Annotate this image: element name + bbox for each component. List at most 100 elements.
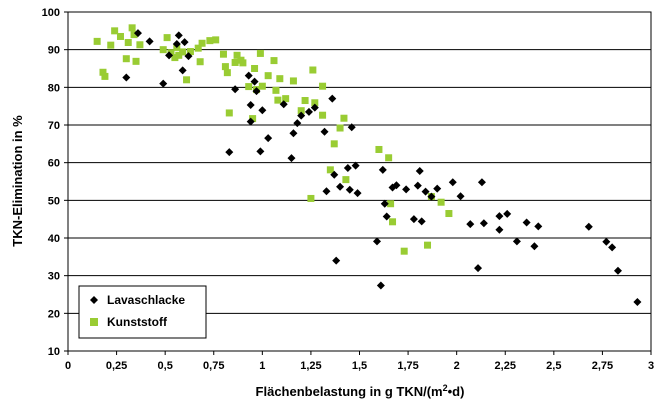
data-point-square xyxy=(179,48,187,56)
legend-box xyxy=(78,285,207,339)
data-point-square xyxy=(107,41,115,49)
data-point-square xyxy=(159,46,167,54)
data-point-diamond xyxy=(174,31,183,40)
data-point-diamond xyxy=(250,77,259,86)
data-point-square xyxy=(194,44,202,52)
y-axis-label: TKN-Elimination in % xyxy=(10,115,25,247)
data-point-square xyxy=(183,76,191,84)
x-tick-label: 0,5 xyxy=(158,360,173,372)
data-point-diamond xyxy=(421,187,430,196)
data-point-diamond xyxy=(503,209,512,218)
data-point-diamond xyxy=(336,182,345,191)
data-point-diamond xyxy=(415,166,424,175)
data-point-diamond xyxy=(534,222,543,231)
data-point-diamond xyxy=(287,154,296,163)
data-point-square xyxy=(128,24,136,32)
data-point-square xyxy=(297,107,305,115)
data-point-square xyxy=(171,54,179,62)
data-point-square xyxy=(231,58,239,66)
data-point-diamond xyxy=(231,85,240,94)
data-point-diamond xyxy=(456,192,465,201)
data-point-square xyxy=(206,37,214,45)
x-tick-label: 2,75 xyxy=(592,360,613,372)
data-point-diamond xyxy=(372,237,381,246)
data-point-square xyxy=(124,39,132,47)
data-point-square xyxy=(256,49,264,57)
y-tick-label: 70 xyxy=(48,120,60,132)
data-point-diamond xyxy=(184,52,193,61)
data-point-square xyxy=(167,49,175,57)
gridlines xyxy=(68,49,651,314)
x-tick-label: 2,25 xyxy=(495,360,516,372)
data-point-square xyxy=(385,154,393,162)
data-point-square xyxy=(319,111,327,119)
data-point-diamond xyxy=(522,218,531,227)
data-point-diamond xyxy=(328,94,337,103)
data-point-square xyxy=(274,96,282,104)
legend-label-lavaschlacke: Lavaschlacke xyxy=(107,293,185,307)
data-point-diamond xyxy=(602,237,611,246)
data-point-square xyxy=(307,194,315,202)
data-point-diamond xyxy=(448,178,457,187)
data-point-square xyxy=(101,72,109,80)
data-point-square xyxy=(99,68,107,76)
x-tick-label: 1 xyxy=(259,360,265,372)
data-point-diamond xyxy=(479,219,488,228)
data-point-diamond xyxy=(351,161,360,170)
y-tick-label: 20 xyxy=(48,308,60,320)
data-point-diamond xyxy=(332,256,341,265)
y-tick-label: 100 xyxy=(42,7,60,19)
data-point-diamond xyxy=(172,40,181,49)
data-point-diamond xyxy=(512,237,521,246)
y-tick-label: 90 xyxy=(48,45,60,57)
data-point-square xyxy=(282,95,290,103)
data-point-square xyxy=(340,114,348,122)
x-tick-label: 1,5 xyxy=(352,360,367,372)
data-point-square xyxy=(186,48,194,56)
data-point-diamond xyxy=(613,266,622,275)
data-point-square xyxy=(389,218,397,226)
data-point-diamond xyxy=(417,217,426,226)
data-point-diamond xyxy=(382,212,391,221)
data-point-diamond xyxy=(433,184,442,193)
data-point-square xyxy=(198,39,206,47)
x-tick-label: 1,25 xyxy=(300,360,321,372)
data-point-square xyxy=(93,37,101,45)
data-point-diamond xyxy=(145,37,154,46)
data-point-diamond xyxy=(633,298,642,307)
data-point-diamond xyxy=(159,79,168,88)
x-tick-label: 1,75 xyxy=(397,360,418,372)
y-tick-label: 40 xyxy=(48,233,60,245)
data-point-square xyxy=(251,65,259,72)
x-tick-label: 3 xyxy=(648,360,654,372)
y-tick-label: 80 xyxy=(48,82,60,94)
data-point-square xyxy=(136,41,144,49)
data-point-diamond xyxy=(343,163,352,172)
data-point-diamond xyxy=(322,187,331,196)
data-point-diamond xyxy=(345,185,354,194)
data-point-square xyxy=(225,109,233,117)
x-tick-label: 0,25 xyxy=(106,360,127,372)
data-point-diamond xyxy=(252,87,261,96)
data-point-square xyxy=(272,86,280,94)
data-point-square xyxy=(258,82,266,90)
legend: Lavaschlacke Kunststoff xyxy=(78,285,207,339)
data-point-diamond xyxy=(608,243,617,252)
data-points xyxy=(93,24,642,307)
data-point-square xyxy=(233,51,241,59)
data-point-diamond xyxy=(178,66,187,75)
data-point-diamond xyxy=(376,281,385,290)
data-point-square xyxy=(437,198,445,206)
data-point-diamond xyxy=(256,147,265,156)
data-point-diamond xyxy=(297,111,306,120)
data-point-diamond xyxy=(246,101,255,110)
data-point-diamond xyxy=(320,127,329,136)
legend-label-kunststoff: Kunststoff xyxy=(107,315,168,329)
data-point-square xyxy=(111,27,119,35)
data-point-square xyxy=(309,66,317,74)
data-point-diamond xyxy=(122,73,131,82)
data-point-square xyxy=(319,82,327,90)
data-point-square xyxy=(122,55,130,63)
data-point-diamond xyxy=(353,189,362,198)
data-point-diamond xyxy=(293,119,302,128)
